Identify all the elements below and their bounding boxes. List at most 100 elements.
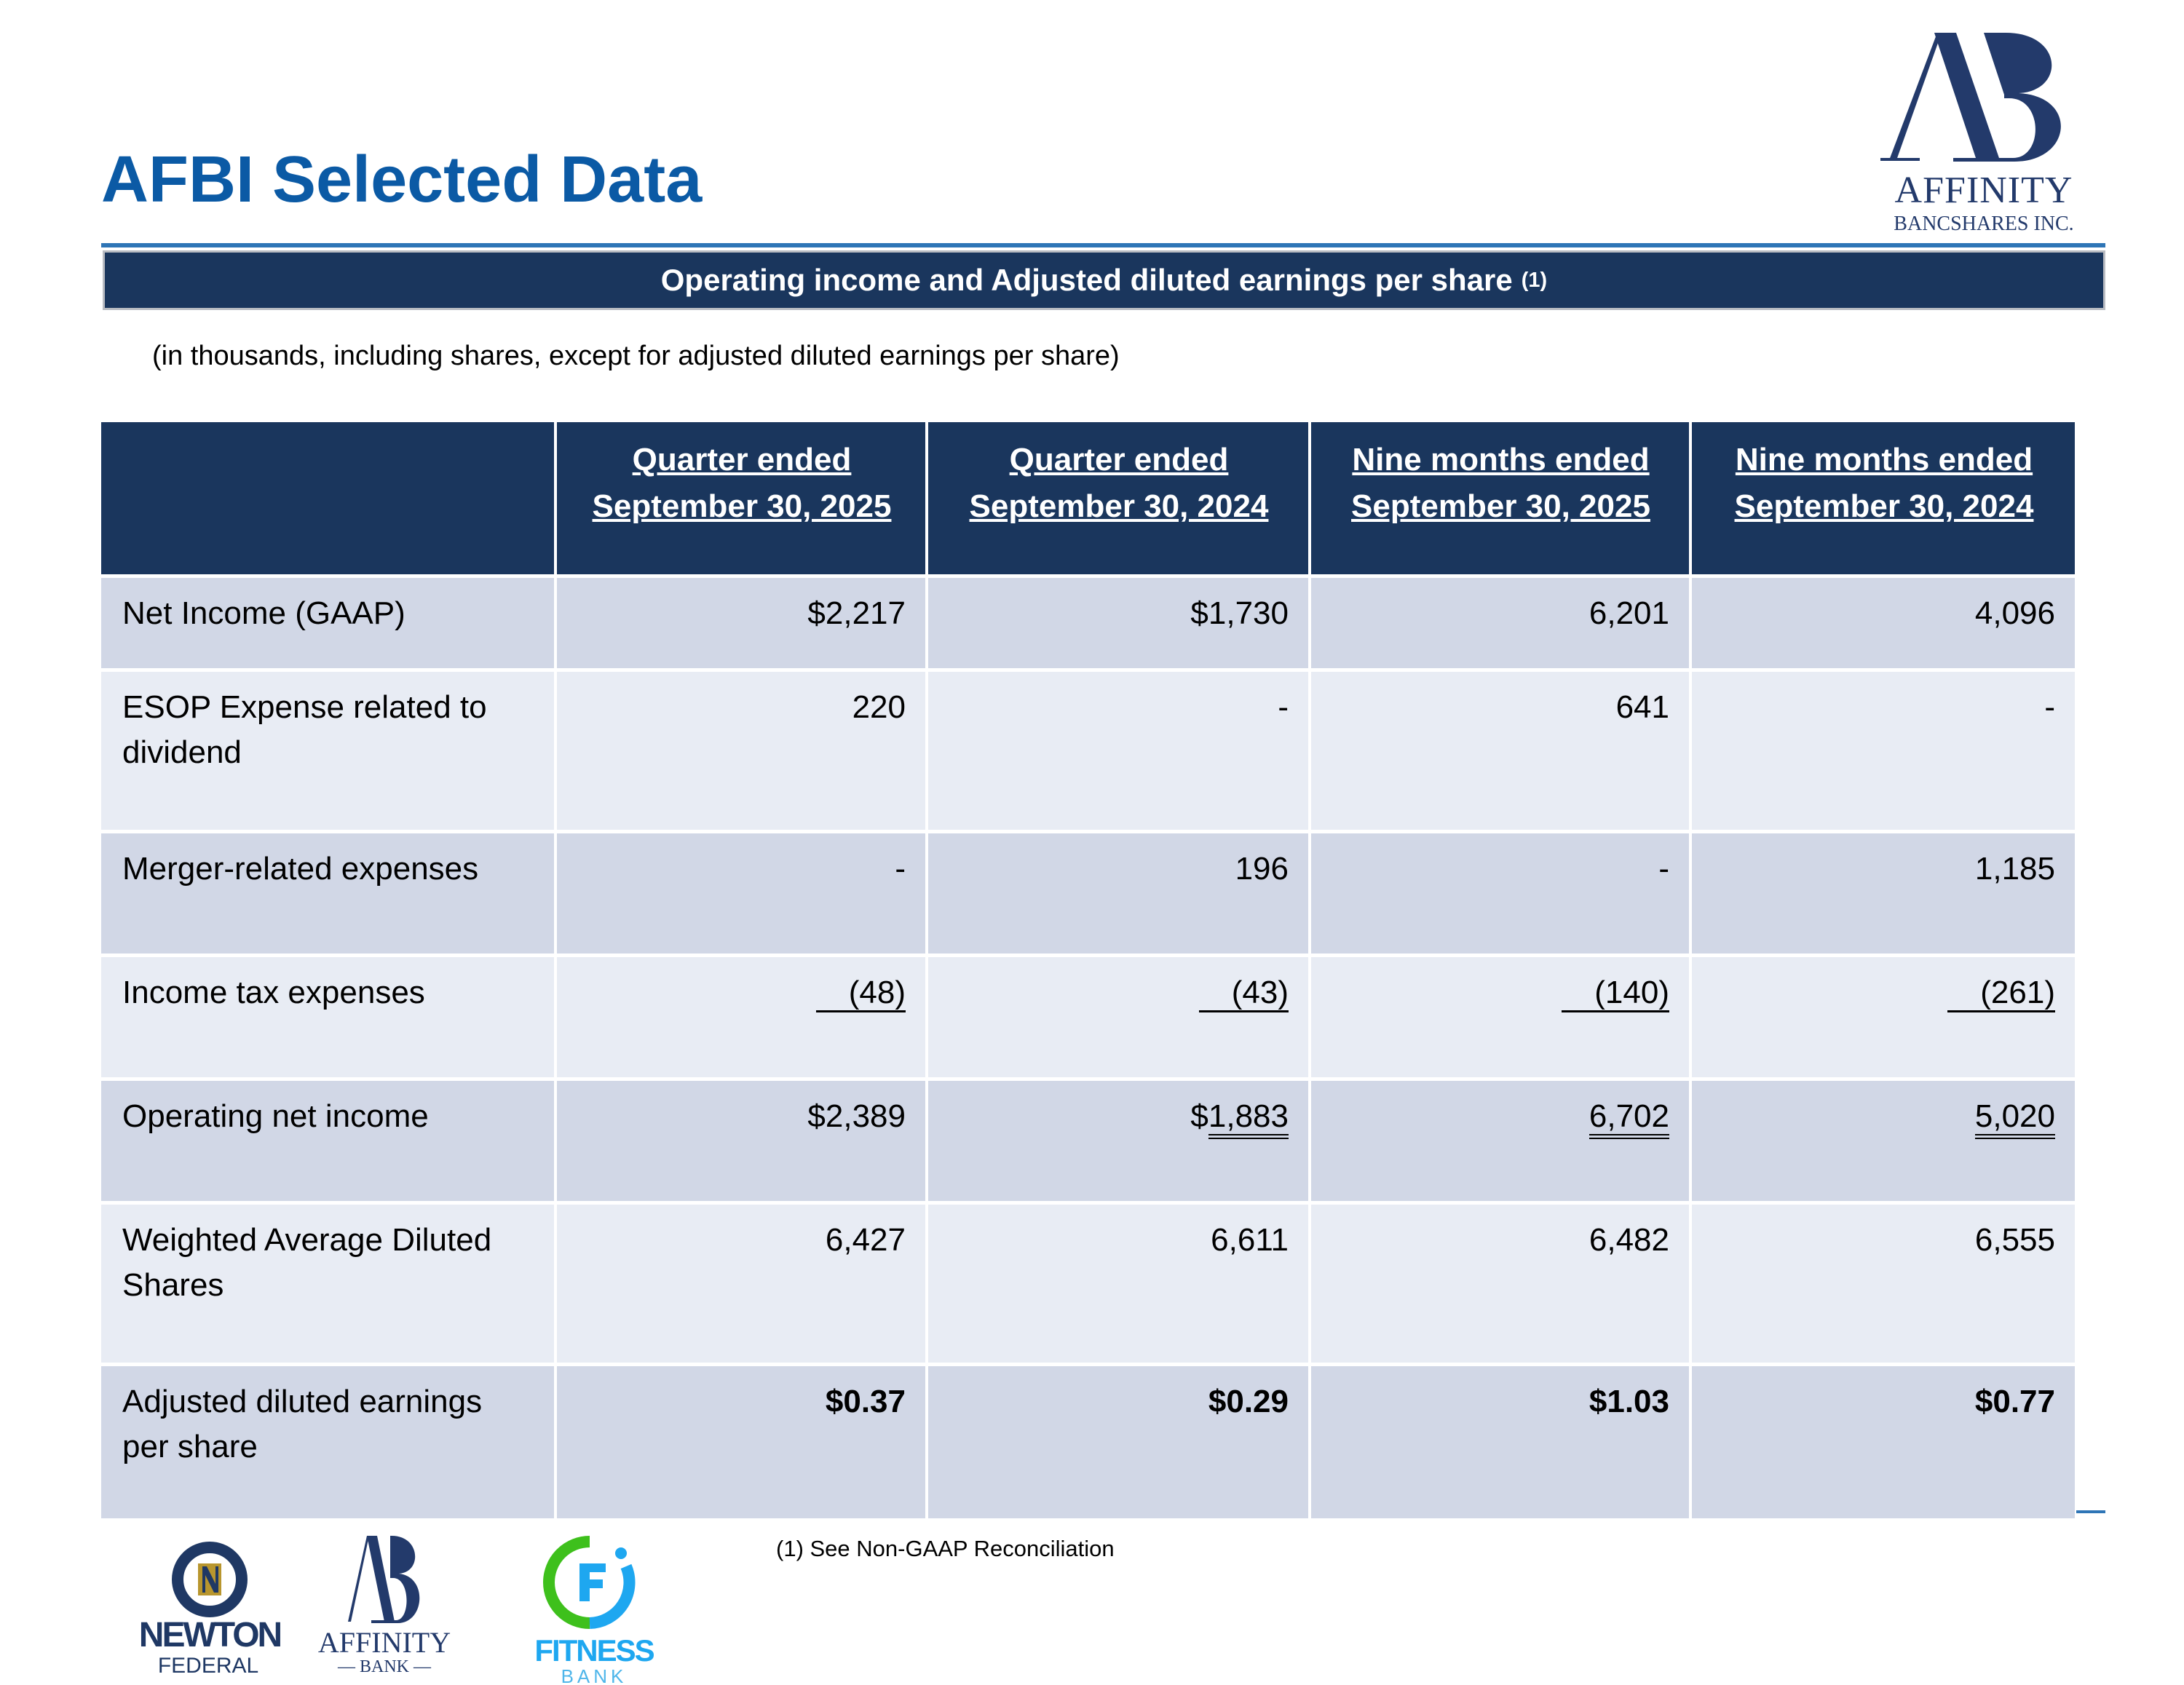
value-text: $2,217 bbox=[807, 595, 906, 631]
value-cell: (261) bbox=[1692, 957, 2075, 1081]
row-label: Merger-related expenses bbox=[101, 833, 557, 957]
row-label: ESOP Expense related to dividend bbox=[101, 672, 557, 833]
value-cell: (140) bbox=[1311, 957, 1692, 1081]
column-header: Quarter ended September 30, 2024 bbox=[928, 422, 1311, 578]
value-text: 4,096 bbox=[1974, 595, 2055, 631]
footer-logos: NEWTON FEDERAL AFFINITY — BANK — FITNESS… bbox=[139, 1536, 656, 1685]
svg-text:AFFINITY: AFFINITY bbox=[1895, 170, 2073, 211]
value-text: $1.03 bbox=[1588, 1384, 1669, 1419]
table-row: Net Income (GAAP) $2,217 $1,730 6,201 4,096 bbox=[101, 578, 2075, 672]
banner-footnote-ref: (1) bbox=[1521, 268, 1548, 292]
banner-title: Operating income and Adjusted diluted ea… bbox=[660, 263, 1513, 297]
newton-federal-logo: NEWTON FEDERAL bbox=[139, 1542, 283, 1678]
value-cell: 6,201 bbox=[1311, 578, 1692, 672]
value-cell: 6,482 bbox=[1311, 1205, 1692, 1366]
value-cell: 6,611 bbox=[928, 1205, 1311, 1366]
row-label: Income tax expenses bbox=[101, 957, 557, 1081]
svg-text:BANK: BANK bbox=[561, 1665, 628, 1685]
row-label: Weighted Average Diluted Shares bbox=[101, 1205, 557, 1366]
column-header-line2: September 30, 2025 bbox=[1351, 488, 1650, 524]
table-row: Income tax expenses (48) (43) (140) (261) bbox=[101, 957, 2075, 1081]
value-cell: - bbox=[928, 672, 1311, 833]
value-text: 1,883 bbox=[1208, 1098, 1289, 1139]
value-cell: 6,702 bbox=[1311, 1081, 1692, 1205]
value-cell: $0.77 bbox=[1692, 1366, 2075, 1522]
header-cell-empty bbox=[101, 422, 557, 578]
value-text: - bbox=[1278, 689, 1289, 725]
value-text: 6,702 bbox=[1588, 1098, 1669, 1139]
affinity-bancshares-logo: AFFINITY BANCSHARES INC. bbox=[1880, 33, 2074, 235]
fitness-bank-logo: FITNESS BANK bbox=[534, 1536, 656, 1685]
value-text: 6,482 bbox=[1588, 1222, 1669, 1258]
svg-text:FEDERAL: FEDERAL bbox=[158, 1654, 258, 1678]
value-cell: 641 bbox=[1311, 672, 1692, 833]
value-text: 1,185 bbox=[1974, 851, 2055, 887]
value-cell: 1,185 bbox=[1692, 833, 2075, 957]
value-text: (261) bbox=[1947, 975, 2055, 1012]
value-text: (140) bbox=[1562, 975, 1669, 1012]
table-row: Adjusted diluted earnings per share $0.37… bbox=[101, 1366, 2075, 1522]
value-text: 6,555 bbox=[1974, 1222, 2055, 1258]
value-text: 5,020 bbox=[1974, 1098, 2055, 1139]
table-row: Merger-related expenses - 196 - 1,185 bbox=[101, 833, 2075, 957]
column-header-line1: Nine months ended bbox=[1735, 442, 2033, 477]
value-cell: $0.37 bbox=[557, 1366, 928, 1522]
value-text: $1,730 bbox=[1190, 595, 1289, 631]
value-text: 6,427 bbox=[825, 1222, 906, 1258]
value-text: 6,201 bbox=[1588, 595, 1669, 631]
column-header: Nine months ended September 30, 2024 bbox=[1692, 422, 2075, 578]
column-header: Nine months ended September 30, 2025 bbox=[1311, 422, 1692, 578]
column-header-line1: Quarter ended bbox=[1009, 442, 1229, 477]
column-header-line1: Quarter ended bbox=[632, 442, 852, 477]
row-label: Operating net income bbox=[101, 1081, 557, 1205]
value-cell: 6,427 bbox=[557, 1205, 928, 1366]
value-cell: (48) bbox=[557, 957, 928, 1081]
value-cell: $2,389 bbox=[557, 1081, 928, 1205]
column-header-line1: Nine months ended bbox=[1352, 442, 1650, 477]
footnote: (1) See Non-GAAP Reconciliation bbox=[776, 1536, 1115, 1561]
table-row: Operating net income $2,389 $1,883 6,702 5,0… bbox=[101, 1081, 2075, 1205]
value-text: $0.77 bbox=[1974, 1384, 2055, 1419]
value-text: - bbox=[2044, 689, 2055, 725]
value-text: (43) bbox=[1198, 975, 1289, 1012]
page-title: AFBI Selected Data bbox=[101, 143, 703, 216]
value-text: $2,389 bbox=[807, 1098, 906, 1134]
table-body: Net Income (GAAP) $2,217 $1,730 6,201 4,096 E… bbox=[101, 578, 2075, 1522]
value-cell: 196 bbox=[928, 833, 1311, 957]
value-cell: $1,730 bbox=[928, 578, 1311, 672]
value-cell: - bbox=[1311, 833, 1692, 957]
svg-text:— BANK —: — BANK — bbox=[337, 1657, 432, 1676]
value-cell: (43) bbox=[928, 957, 1311, 1081]
value-text: $0.29 bbox=[1208, 1384, 1289, 1419]
table-row: Weighted Average Diluted Shares 6,427 6,61… bbox=[101, 1205, 2075, 1366]
row-label: Net Income (GAAP) bbox=[101, 578, 557, 672]
selected-data-table: Quarter ended September 30, 2025 Quarter … bbox=[101, 422, 2075, 1522]
value-text: 641 bbox=[1615, 689, 1669, 725]
value-text: $0.37 bbox=[825, 1384, 906, 1419]
value-cell: 220 bbox=[557, 672, 928, 833]
value-cell: 6,555 bbox=[1692, 1205, 2075, 1366]
value-cell: $1.03 bbox=[1311, 1366, 1692, 1522]
svg-text:NEWTON: NEWTON bbox=[139, 1616, 281, 1654]
svg-text:FITNESS: FITNESS bbox=[534, 1633, 654, 1668]
column-header-line2: September 30, 2024 bbox=[969, 488, 1269, 524]
column-header-line2: September 30, 2025 bbox=[592, 488, 892, 524]
svg-text:BANCSHARES INC.: BANCSHARES INC. bbox=[1894, 213, 2073, 235]
value-cell: - bbox=[557, 833, 928, 957]
value-text: 220 bbox=[852, 689, 906, 725]
value-cell: 4,096 bbox=[1692, 578, 2075, 672]
value-cell: 5,020 bbox=[1692, 1081, 2075, 1205]
column-header: Quarter ended September 30, 2025 bbox=[557, 422, 928, 578]
title-divider bbox=[101, 243, 2105, 247]
value-text: - bbox=[1658, 851, 1669, 887]
affinity-bank-logo: AFFINITY — BANK — bbox=[318, 1536, 451, 1676]
section-banner: Operating income and Adjusted diluted ea… bbox=[103, 250, 2105, 310]
value-text: 196 bbox=[1235, 851, 1289, 887]
accent-dash bbox=[2076, 1510, 2105, 1513]
svg-text:AFFINITY: AFFINITY bbox=[318, 1626, 451, 1659]
value-cell: $0.29 bbox=[928, 1366, 1311, 1522]
units-note: (in thousands, including shares, except … bbox=[152, 341, 1120, 371]
table-header-row: Quarter ended September 30, 2025 Quarter … bbox=[101, 422, 2075, 578]
column-header-line2: September 30, 2024 bbox=[1734, 488, 2034, 524]
value-text: 6,611 bbox=[1211, 1222, 1289, 1258]
